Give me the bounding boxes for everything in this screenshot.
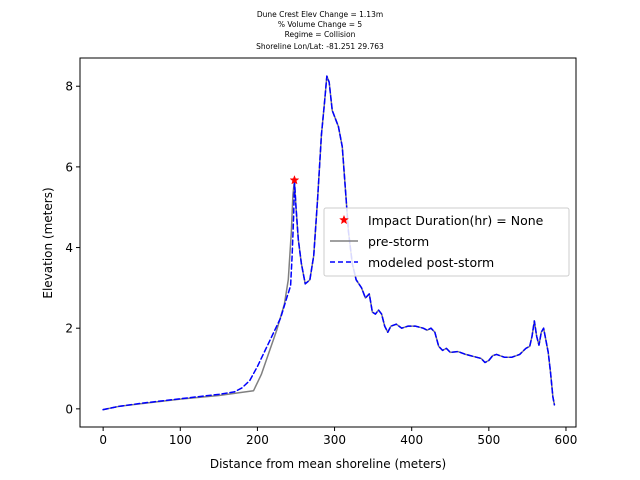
- x-tick-label: 200: [246, 433, 269, 447]
- legend-marker-impact-duration: [339, 214, 349, 225]
- legend-label-pre-storm: pre-storm: [368, 234, 429, 249]
- title-line-2: % Volume Change = 5: [278, 20, 363, 29]
- chart-title: Dune Crest Elev Change = 1.13m % Volume …: [256, 10, 384, 51]
- y-tick-label: 8: [65, 80, 73, 94]
- y-tick-label: 2: [65, 322, 73, 336]
- legend-box: [323, 207, 570, 277]
- series-line-modeled-post-storm: [102, 75, 556, 411]
- y-axis-label: Elevation (meters): [41, 187, 55, 298]
- y-tick-label: 0: [65, 402, 73, 416]
- legend: Impact Duration(hr) = None pre-storm mod…: [323, 207, 570, 277]
- legend-label-modeled-post-storm: modeled post-storm: [368, 255, 494, 270]
- impact-duration-marker: [289, 174, 300, 185]
- x-tick-label: 400: [400, 433, 423, 447]
- plot-frame: [79, 57, 577, 428]
- x-tick-label: 600: [555, 433, 578, 447]
- legend-star-icon: [339, 214, 349, 225]
- plot-area: [102, 75, 556, 411]
- axis-ticks: 0 100 200 300 400 500 600 0 2 4 6 8: [65, 80, 577, 447]
- x-tick-label: 100: [169, 433, 192, 447]
- legend-label-impact-duration: Impact Duration(hr) = None: [368, 213, 544, 228]
- y-tick-label: 4: [65, 241, 73, 255]
- title-line-1: Dune Crest Elev Change = 1.13m: [257, 10, 383, 19]
- x-tick-label: 0: [99, 433, 107, 447]
- title-line-3: Regime = Collision: [285, 30, 356, 39]
- y-tick-label: 6: [65, 160, 73, 174]
- x-axis-label: Distance from mean shoreline (meters): [210, 457, 446, 471]
- title-line-4: Shoreline Lon/Lat: -81.251 29.763: [256, 42, 384, 51]
- x-tick-label: 500: [477, 433, 500, 447]
- x-tick-label: 300: [323, 433, 346, 447]
